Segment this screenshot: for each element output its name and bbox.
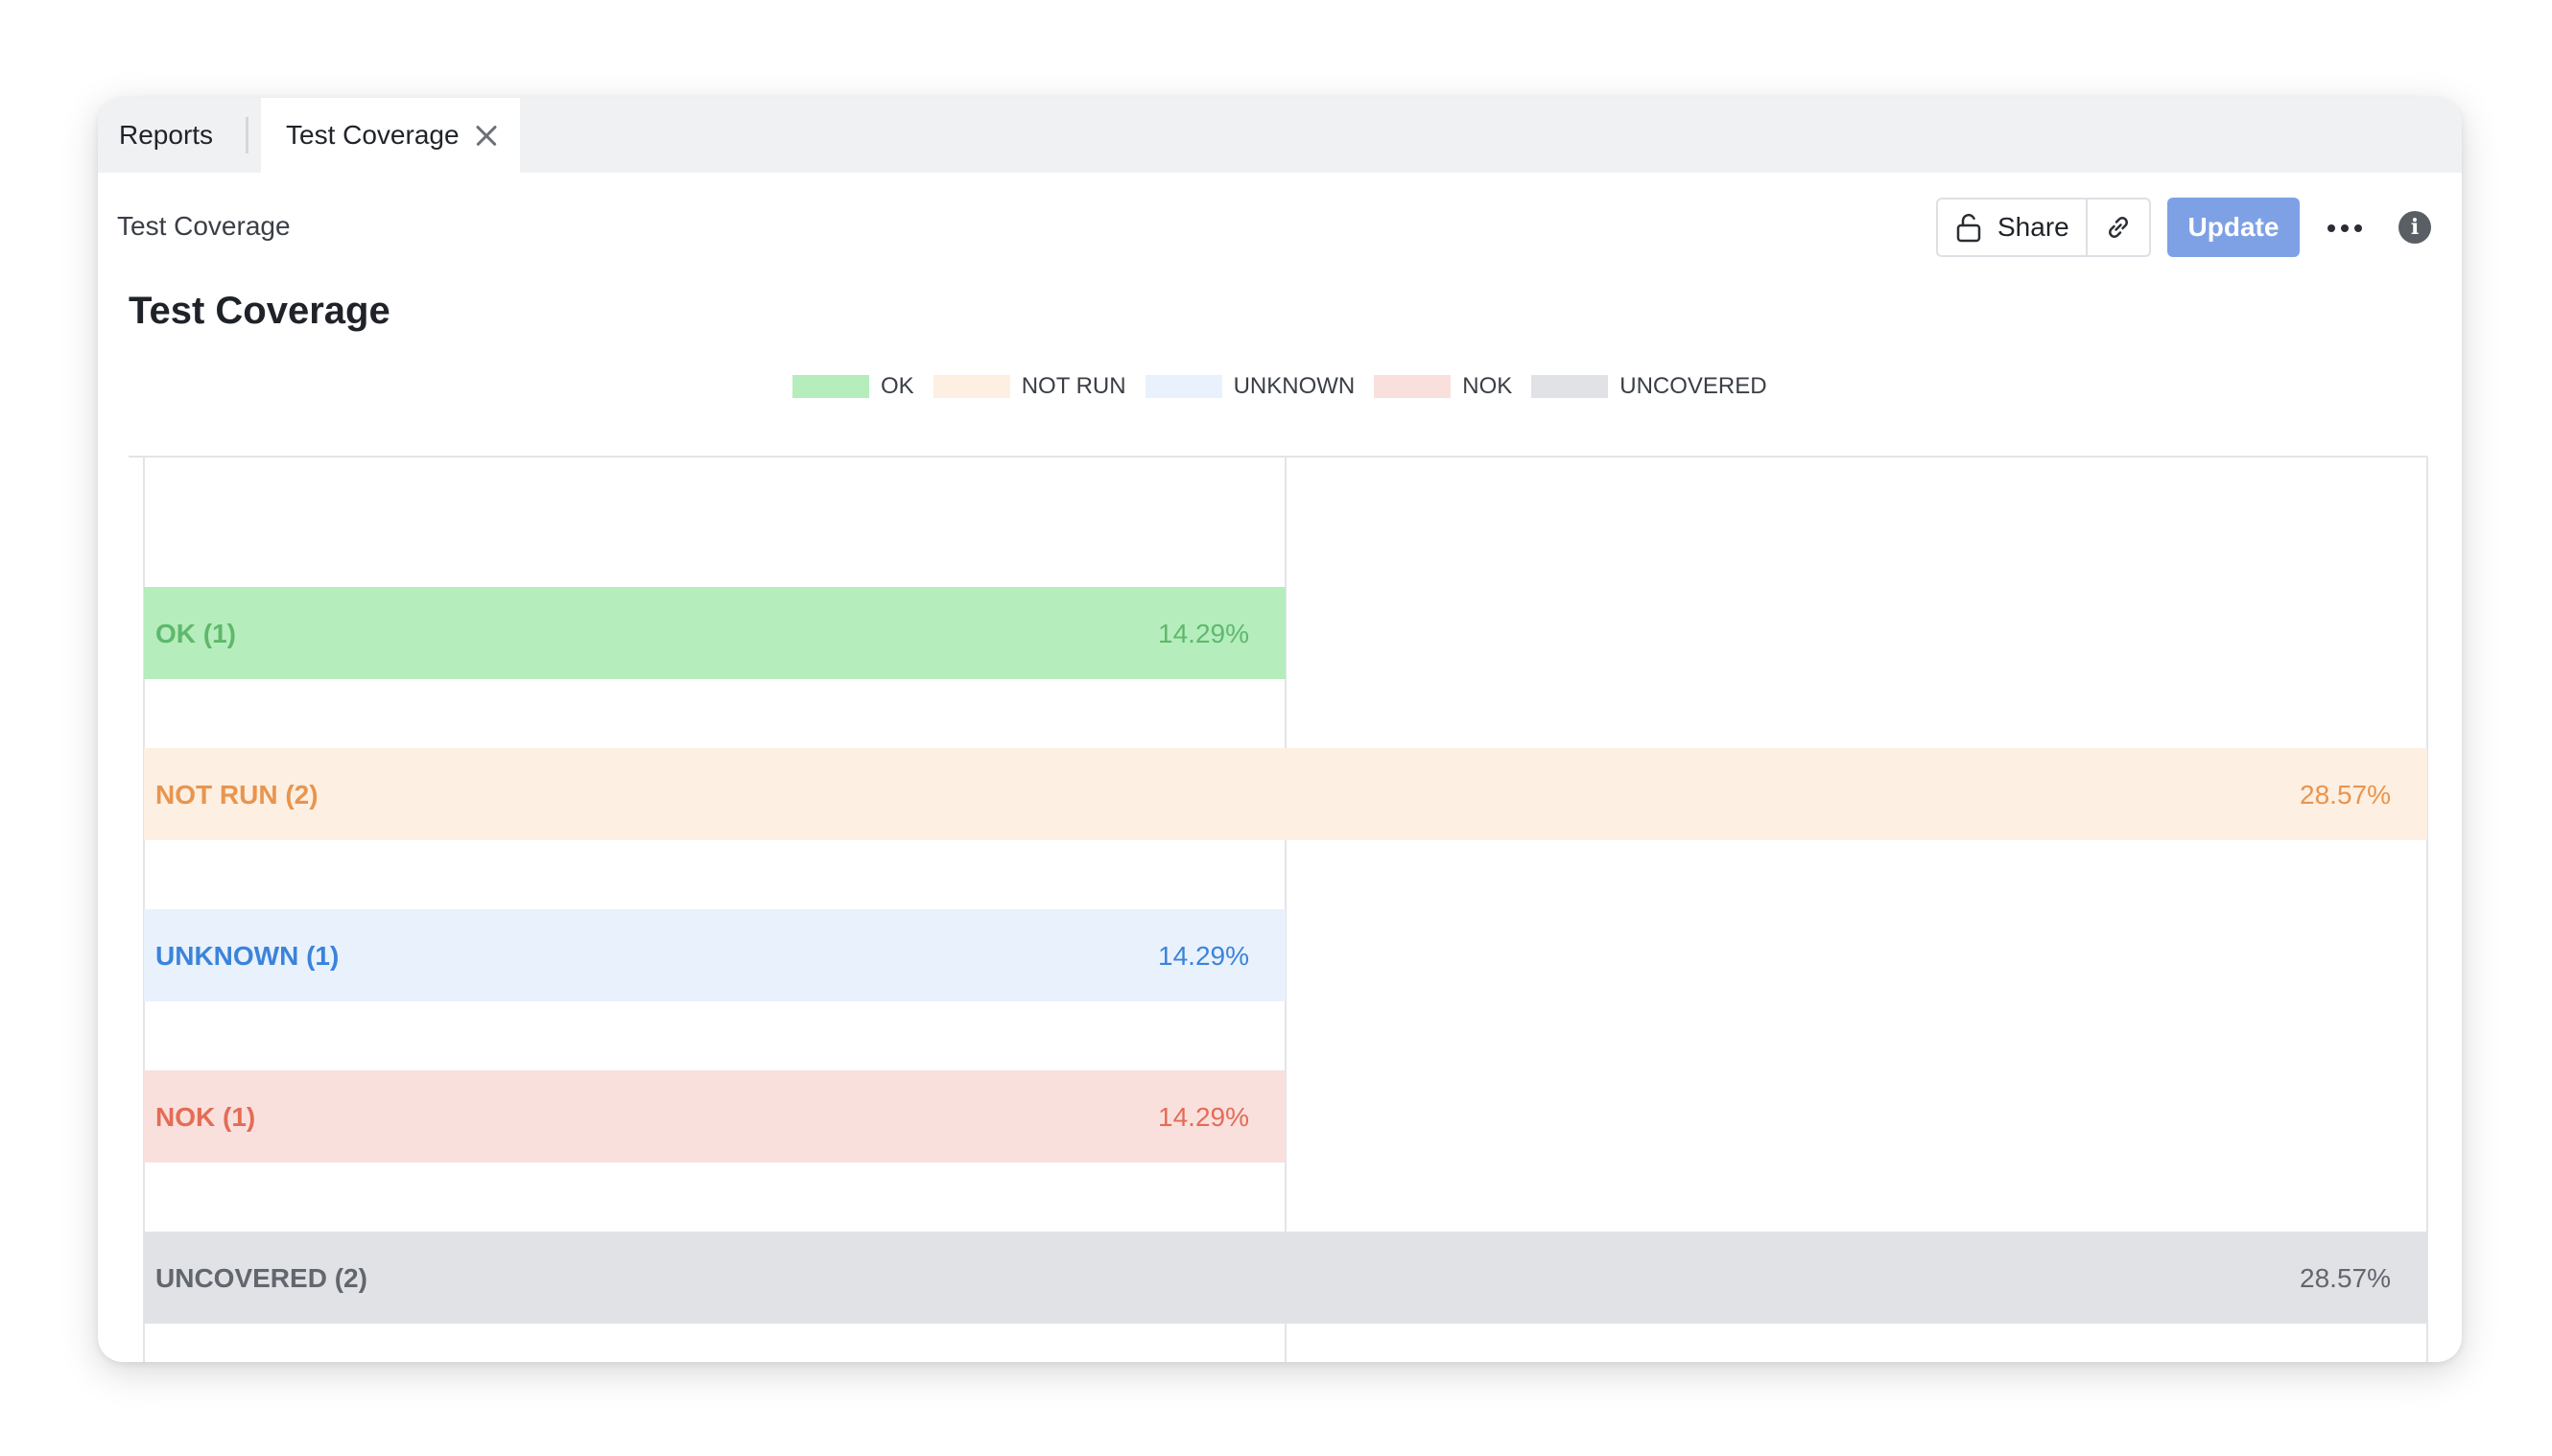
tab-separator: [246, 117, 248, 153]
bar-percentage: 14.29%: [1158, 1102, 1249, 1132]
unlock-icon: [1956, 214, 1981, 243]
tab-test-coverage-label: Test Coverage: [286, 120, 460, 150]
bar-label: UNKNOWN (1): [155, 941, 339, 971]
copy-link-button[interactable]: [2088, 200, 2149, 255]
share-button[interactable]: Share: [1938, 200, 2088, 255]
close-icon[interactable]: [475, 124, 498, 147]
more-dot: [2328, 224, 2335, 232]
legend-item[interactable]: NOK: [1374, 373, 1512, 400]
legend-swatch: [933, 375, 1010, 398]
legend-item[interactable]: UNCOVERED: [1531, 373, 1767, 400]
bar-percentage: 28.57%: [2300, 1263, 2391, 1293]
legend-item[interactable]: OK: [792, 373, 914, 400]
bar[interactable]: [144, 587, 1286, 679]
bar-percentage: 28.57%: [2300, 780, 2391, 810]
link-icon: [2109, 217, 2128, 238]
bar[interactable]: [144, 748, 2427, 840]
bar-chart: OK (1) 14.29% NOT RUN (2) 28.57% UNKNOWN (1)…: [129, 456, 2428, 1362]
bar[interactable]: [144, 909, 1286, 1001]
legend-label: NOK: [1462, 373, 1513, 399]
chart-title: Test Coverage: [129, 290, 390, 332]
more-horizontal-icon[interactable]: [2322, 211, 2368, 246]
bar[interactable]: [144, 1232, 2427, 1324]
legend-item[interactable]: NOT RUN: [933, 373, 1126, 400]
tab-test-coverage[interactable]: Test Coverage: [261, 98, 520, 173]
bar-label: OK (1): [155, 619, 236, 648]
more-dot: [2354, 224, 2362, 232]
breadcrumb: Test Coverage: [117, 211, 291, 241]
legend-label: NOT RUN: [1021, 373, 1126, 399]
legend-swatch: [1531, 375, 1609, 398]
legend-item[interactable]: UNKNOWN: [1145, 373, 1356, 400]
legend-label: UNCOVERED: [1619, 373, 1767, 399]
tab-bar: Reports Test Coverage: [98, 98, 2462, 173]
legend-swatch: [1145, 375, 1222, 398]
info-icon[interactable]: i: [2398, 211, 2431, 244]
tab-reports[interactable]: Reports: [98, 98, 251, 173]
legend-label: OK: [881, 373, 914, 399]
more-dot: [2341, 224, 2349, 232]
bar-label: UNCOVERED (2): [155, 1263, 367, 1293]
bar-percentage: 14.29%: [1158, 619, 1249, 648]
chart-area: OK (1) 14.29% NOT RUN (2) 28.57% UNKNOWN (1)…: [129, 453, 2429, 1362]
tab-reports-label: Reports: [119, 120, 214, 150]
legend-swatch: [792, 375, 869, 398]
bar[interactable]: [144, 1070, 1286, 1162]
update-button[interactable]: Update: [2167, 198, 2300, 257]
share-label: Share: [1997, 212, 2069, 242]
bar-percentage: 14.29%: [1158, 941, 1249, 971]
share-button-group: Share: [1936, 198, 2151, 257]
legend-swatch: [1374, 375, 1452, 398]
legend-label: UNKNOWN: [1233, 373, 1356, 399]
chart-legend: OK NOT RUN UNKNOWN NOK UNCOVERED: [792, 372, 1786, 401]
bar-label: NOT RUN (2): [155, 780, 319, 810]
bar-label: NOK (1): [155, 1102, 255, 1132]
report-window: Reports Test Coverage Test Coverage Shar…: [98, 98, 2462, 1362]
